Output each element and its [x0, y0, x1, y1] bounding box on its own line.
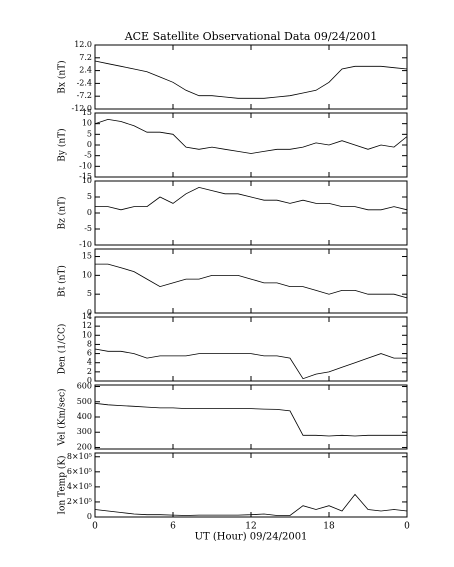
panel-frame — [94, 180, 408, 246]
y-tick-label: 0 — [87, 308, 92, 317]
y-tick-label: 4×10⁵ — [67, 482, 92, 491]
data-line — [94, 493, 408, 516]
y-tick-label: -5 — [84, 151, 92, 160]
panel-frame — [94, 112, 408, 178]
x-tick-label: 12 — [245, 522, 256, 532]
y-tick-label: 10 — [82, 270, 92, 279]
y-axis-label: Den (1/CC) — [57, 324, 68, 375]
y-axis-label: Ion Temp (K) — [57, 455, 68, 514]
y-tick-label: 10 — [82, 119, 92, 128]
y-tick-label: -10 — [79, 161, 92, 170]
y-tick-label: 400 — [77, 412, 92, 421]
y-tick-label: 200 — [77, 442, 92, 451]
y-tick-label: 0 — [87, 140, 92, 149]
y-tick-label: -10 — [79, 240, 92, 249]
x-tick-label: 6 — [170, 522, 176, 532]
x-tick-label: 0 — [92, 522, 98, 532]
y-tick-label: -15 — [79, 172, 92, 181]
data-line — [94, 402, 407, 437]
y-tick-label: 8 — [87, 339, 92, 348]
y-tick-label: 10 — [82, 176, 92, 185]
y-tick-label: 0 — [87, 208, 92, 217]
y-tick-label: 5 — [87, 129, 92, 138]
data-line — [94, 60, 408, 99]
y-tick-label: 2.4 — [79, 66, 92, 75]
y-axis-label: By (nT) — [57, 128, 68, 161]
y-tick-label: 12.0 — [74, 40, 92, 49]
panel-frame — [94, 248, 408, 314]
x-tick-label: 0 — [404, 522, 410, 532]
y-tick-label: -7.2 — [77, 91, 92, 100]
panel-frame — [94, 44, 408, 110]
y-tick-label: 6×10⁵ — [67, 467, 92, 476]
data-line — [95, 186, 408, 211]
y-tick-label: 12 — [82, 321, 92, 330]
y-tick-label: -5 — [84, 224, 92, 233]
y-axis-label: Vel (Km/sec) — [57, 388, 68, 446]
y-axis-label: Bz (nT) — [57, 196, 68, 229]
y-tick-label: 6 — [87, 349, 92, 358]
y-tick-label: 5 — [87, 289, 92, 298]
y-tick-label: 600 — [77, 382, 92, 391]
y-tick-label: 500 — [77, 397, 92, 406]
panel-frame — [94, 384, 408, 450]
y-tick-label: -2.4 — [77, 78, 92, 87]
y-axis-label: Bt (nT) — [57, 265, 68, 297]
y-tick-label: 8×10⁵ — [67, 452, 92, 461]
y-tick-label: 300 — [77, 427, 92, 436]
y-tick-label: 2 — [87, 367, 92, 376]
y-axis-label: Bx (nT) — [57, 60, 68, 93]
panel-frame — [94, 452, 408, 518]
y-tick-label: 0 — [87, 512, 92, 521]
y-tick-label: 15 — [82, 108, 92, 117]
data-line — [95, 263, 408, 299]
y-tick-label: 10 — [82, 330, 92, 339]
y-tick-label: 15 — [82, 252, 92, 261]
x-axis-label: UT (Hour) 09/24/2001 — [195, 532, 308, 543]
y-tick-label: 0 — [87, 376, 92, 385]
y-tick-label: 7.2 — [79, 53, 92, 62]
data-line — [94, 348, 407, 380]
y-tick-label: 4 — [87, 358, 92, 367]
panel-frame — [94, 316, 408, 382]
data-line — [94, 118, 408, 154]
y-tick-label: 2×10⁵ — [67, 497, 92, 506]
y-tick-label: 14 — [82, 312, 92, 321]
y-tick-label: -12.0 — [71, 104, 92, 113]
y-tick-label: 5 — [87, 192, 92, 201]
x-tick-label: 18 — [323, 522, 335, 532]
chart-title: ACE Satellite Observational Data 09/24/2… — [124, 30, 378, 43]
